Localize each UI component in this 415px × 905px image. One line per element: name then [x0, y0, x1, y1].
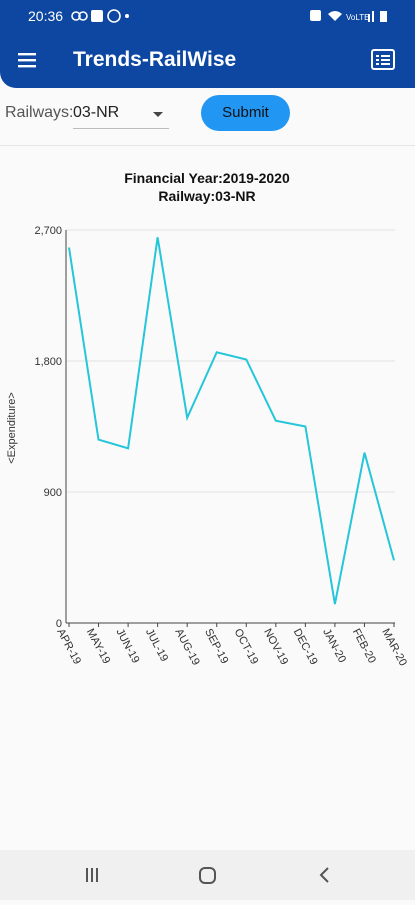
status-system-icons: VoLTE — [310, 10, 387, 22]
dropdown-underline — [73, 128, 169, 129]
recent-apps-button[interactable] — [86, 868, 98, 882]
y-tick-label: 2,700 — [34, 225, 62, 237]
x-tick-label: JUL-19 — [143, 627, 170, 664]
x-tick-label: DEC-19 — [291, 627, 320, 667]
x-tick-label: AUG-19 — [173, 627, 202, 668]
dropdown-label: Railways: — [5, 104, 74, 121]
y-tick-label: 1,800 — [34, 356, 62, 368]
x-tick-label: MAR-20 — [379, 627, 409, 668]
back-button[interactable] — [319, 867, 329, 883]
status-bar: 20:36 VoLTE — [0, 0, 415, 32]
app-bar: Trends-RailWise — [0, 32, 415, 88]
chart-title: Financial Year:2019-2020 — [124, 170, 290, 186]
controls: Railways: 03-NR Submit — [0, 90, 415, 140]
menu-button[interactable] — [16, 48, 40, 72]
y-tick-label: 0 — [56, 618, 62, 630]
y-tick-label: 900 — [44, 487, 62, 499]
nav-bar — [0, 850, 415, 900]
x-tick-label: APR-19 — [54, 627, 83, 667]
chart: Financial Year:2019-2020 Railway:03-NR <… — [6, 170, 409, 668]
line-series — [68, 237, 395, 605]
app-title: Trends-RailWise — [73, 48, 237, 71]
divider — [0, 145, 415, 146]
submit-button[interactable]: Submit — [201, 95, 290, 131]
x-tick-label: JAN-20 — [320, 627, 348, 665]
svg-text:VoLTE: VoLTE — [346, 13, 369, 22]
x-tick-label: FEB-20 — [350, 627, 378, 666]
nav-buttons — [86, 867, 329, 884]
list-button[interactable] — [370, 47, 396, 73]
home-button[interactable] — [199, 867, 216, 884]
status-icons — [71, 9, 129, 23]
y-axis-label: <Expenditure> — [6, 392, 18, 464]
dropdown-arrow[interactable] — [153, 111, 165, 119]
x-tick-label: SEP-19 — [202, 627, 230, 666]
x-tick-label: JUN-19 — [113, 627, 141, 666]
x-tick-label: NOV-19 — [261, 627, 290, 667]
x-tick-label: MAY-19 — [84, 627, 112, 666]
chart-subtitle: Railway:03-NR — [158, 188, 255, 204]
dropdown[interactable]: 03-NR — [73, 104, 120, 121]
status-time: 20:36 — [28, 8, 64, 24]
x-tick-label: OCT-19 — [232, 627, 261, 667]
